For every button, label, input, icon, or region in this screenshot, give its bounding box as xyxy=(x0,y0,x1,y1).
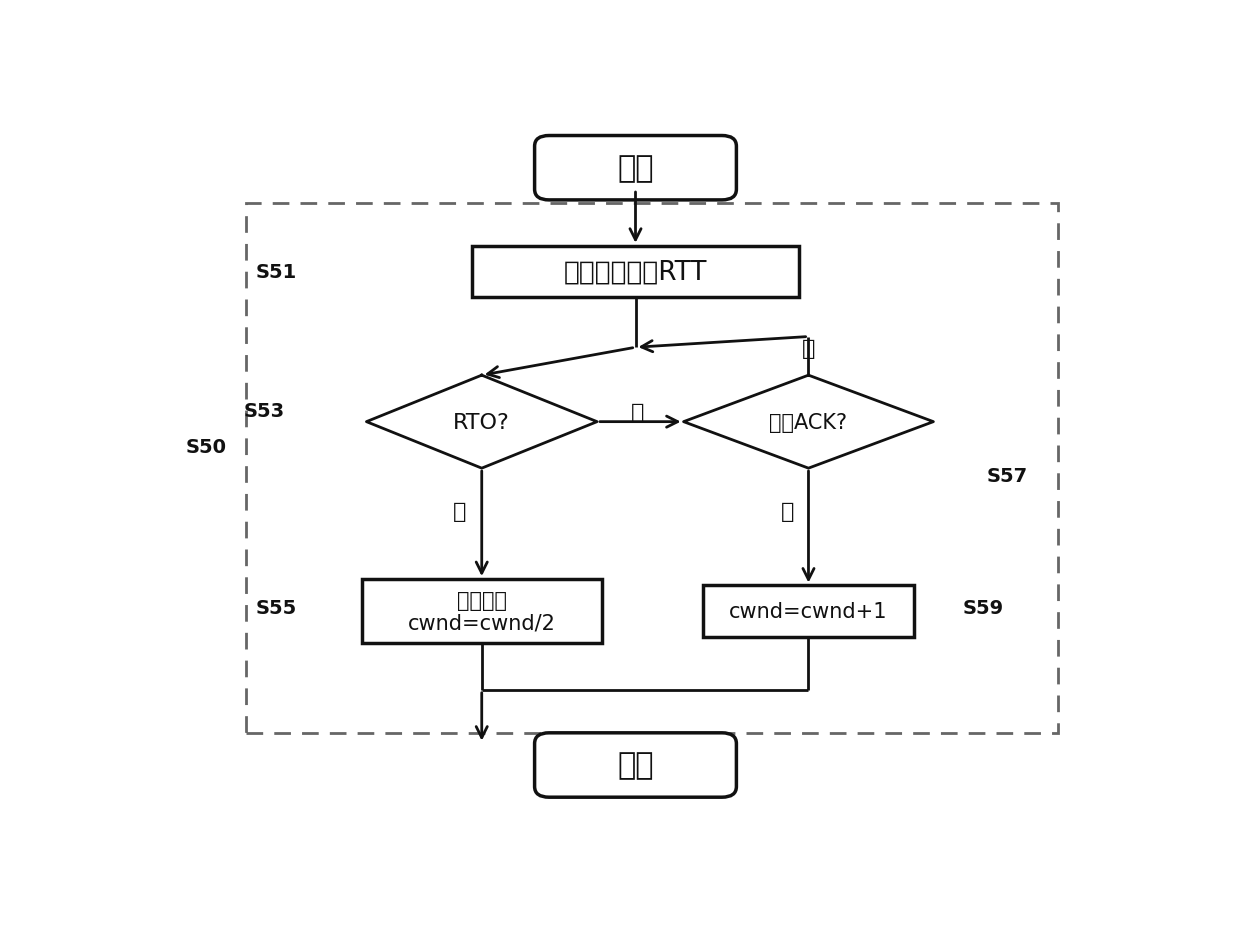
Polygon shape xyxy=(683,376,934,469)
Bar xyxy=(472,247,799,298)
Text: S55: S55 xyxy=(255,599,298,617)
FancyBboxPatch shape xyxy=(534,136,737,200)
Polygon shape xyxy=(367,376,596,469)
Text: S50: S50 xyxy=(186,438,227,457)
Text: 接收ACK?: 接收ACK? xyxy=(769,412,848,432)
Bar xyxy=(362,579,601,644)
Text: S59: S59 xyxy=(962,599,1003,617)
Text: 分组传输设定RTT: 分组传输设定RTT xyxy=(564,259,707,285)
Text: RTO?: RTO? xyxy=(454,412,510,432)
Text: 结束: 结束 xyxy=(618,751,653,780)
Text: 分组传输
cwnd=cwnd/2: 分组传输 cwnd=cwnd/2 xyxy=(408,590,556,633)
Text: S51: S51 xyxy=(255,263,298,281)
Text: 否: 否 xyxy=(802,339,815,358)
FancyBboxPatch shape xyxy=(534,733,737,797)
Text: 是: 是 xyxy=(453,501,466,522)
Text: S57: S57 xyxy=(986,466,1028,485)
Text: 是: 是 xyxy=(781,501,794,522)
Text: S53: S53 xyxy=(243,402,285,421)
Bar xyxy=(247,204,1058,733)
Text: 否: 否 xyxy=(631,403,644,423)
Bar xyxy=(703,586,914,638)
Text: cwnd=cwnd+1: cwnd=cwnd+1 xyxy=(729,601,888,622)
Text: 开始: 开始 xyxy=(618,154,653,183)
